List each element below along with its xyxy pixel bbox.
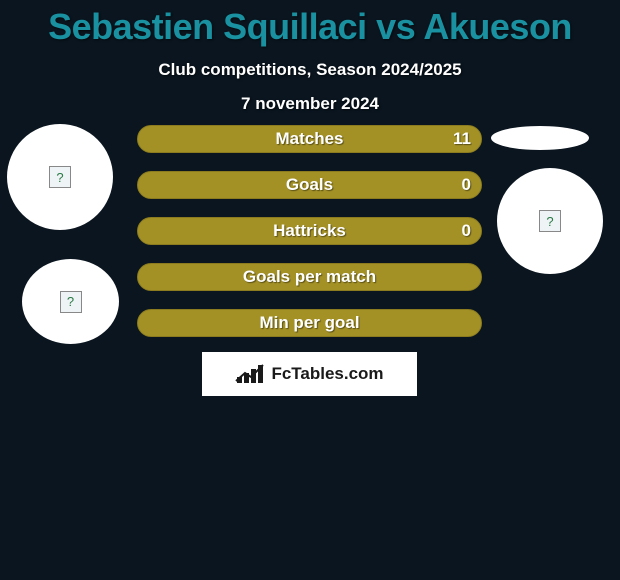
- avatar-right: ?: [497, 168, 603, 274]
- avatar-top-right-ellipse: [491, 126, 589, 150]
- stat-label: Hattricks: [273, 221, 346, 241]
- stat-row: Hattricks 0: [137, 217, 482, 245]
- avatar-top-left: ?: [7, 124, 113, 230]
- stat-label: Min per goal: [259, 313, 359, 333]
- broken-image-icon: ?: [60, 291, 82, 313]
- page-title: Sebastien Squillaci vs Akueson: [0, 0, 620, 48]
- stat-row: Goals 0: [137, 171, 482, 199]
- stat-right-value: 11: [453, 129, 471, 149]
- stats-panel: Matches 11 Goals 0 Hattricks 0 Goals per match…: [137, 125, 482, 355]
- broken-image-icon: ?: [539, 210, 561, 232]
- stat-right-value: 0: [462, 221, 471, 241]
- stat-row: Matches 11: [137, 125, 482, 153]
- stat-label: Matches: [275, 129, 343, 149]
- subtitle: Club competitions, Season 2024/2025: [0, 60, 620, 80]
- branding-badge: FcTables.com: [202, 352, 417, 396]
- stat-label: Goals per match: [243, 267, 376, 287]
- stat-row: Goals per match: [137, 263, 482, 291]
- branding-text: FcTables.com: [271, 364, 383, 384]
- date-label: 7 november 2024: [0, 94, 620, 114]
- bar-chart-icon: [235, 363, 265, 385]
- stat-right-value: 0: [462, 175, 471, 195]
- broken-image-icon: ?: [49, 166, 71, 188]
- stat-label: Goals: [286, 175, 333, 195]
- avatar-bottom-left: ?: [22, 259, 119, 344]
- stat-row: Min per goal: [137, 309, 482, 337]
